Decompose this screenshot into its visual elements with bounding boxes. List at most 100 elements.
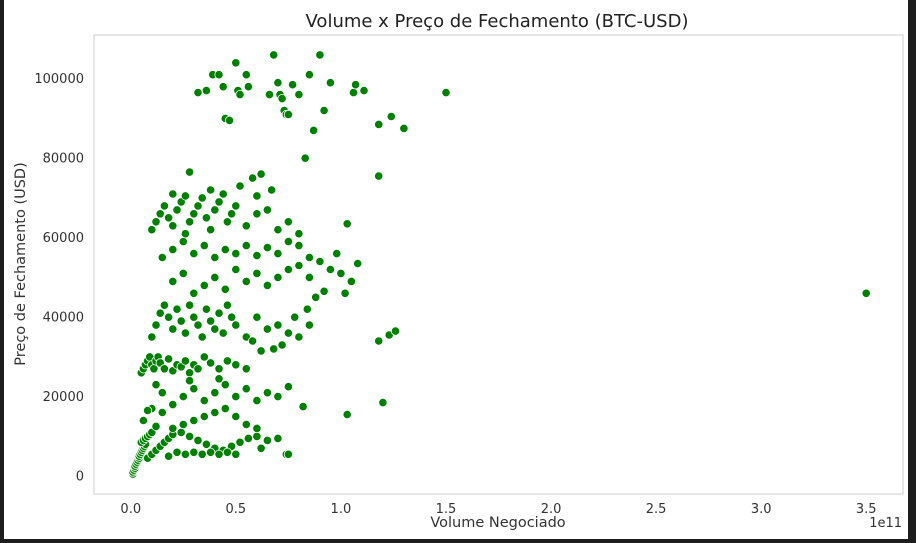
data-point [294,241,304,251]
data-point [164,451,174,461]
data-point [248,336,258,346]
data-point [315,50,325,60]
data-point [199,280,209,290]
data-point [210,272,220,282]
data-point [164,354,174,364]
data-point [300,153,310,163]
x-tick-label: 2.5 [646,502,667,517]
y-tick-label: 100000 [34,72,84,87]
data-point [241,241,251,251]
data-point [157,407,167,418]
data-point [269,50,279,60]
data-point [287,80,298,90]
data-point [197,449,207,459]
data-point [298,401,308,412]
data-point [248,173,258,183]
data-point [220,284,230,294]
data-point [210,407,220,418]
data-point [189,312,199,322]
data-point [241,384,251,394]
data-point [231,249,241,259]
y-tick-label: 20000 [43,390,84,405]
data-point [252,423,262,433]
data-point [189,447,199,457]
data-point [201,86,211,96]
data-point [386,111,396,122]
data-point [189,415,199,426]
data-point [241,70,251,80]
data-point [176,316,186,326]
data-point [273,249,283,259]
data-point [256,443,266,453]
data-point [157,252,167,263]
data-point [210,205,220,215]
data-point [390,326,401,336]
data-point [185,167,195,177]
data-point [235,181,245,191]
data-point [168,399,178,410]
data-point [201,213,211,223]
data-point [243,433,253,443]
data-point [231,58,241,68]
y-axis-ticks: 0 20000 40000 60000 80000 100000 [34,72,84,484]
data-point [189,209,199,219]
data-point [151,421,161,431]
data-point [294,332,304,342]
data-point [151,320,161,330]
data-point [178,391,188,402]
data-point [206,316,216,326]
data-point [224,115,235,126]
data-point [256,346,266,356]
data-point [231,411,241,422]
data-point [340,288,350,298]
data-point [197,193,207,203]
data-point [218,328,228,338]
data-point [185,376,195,386]
data-point [193,201,203,211]
data-point [294,229,304,239]
data-point [206,185,216,195]
data-point [264,90,275,100]
data-points [128,50,871,479]
data-point [304,70,314,80]
data-point [231,360,241,370]
x-tick-label: 3.0 [751,502,772,517]
data-point [185,431,195,441]
data-point [189,249,199,259]
data-point [277,94,287,104]
data-point [256,169,266,179]
data-point [283,264,293,275]
data-point [206,447,216,457]
data-point [283,449,293,459]
data-point [185,300,195,310]
data-point [308,125,319,135]
data-point [168,324,178,334]
data-point [294,260,304,271]
data-point [241,364,251,374]
data-point [350,80,361,90]
data-point [168,423,178,433]
data-point [235,90,245,100]
data-point [252,268,262,278]
data-point [325,264,335,275]
data-point [269,344,279,354]
data-point [193,364,203,374]
data-point [399,123,409,133]
data-point [222,356,232,366]
data-point [346,276,356,286]
data-point [220,380,230,390]
data-point [283,237,293,247]
data-point [214,70,224,80]
data-point [210,388,220,398]
data-point [311,292,321,302]
data-point [151,217,161,227]
data-point [241,221,251,231]
data-point [147,332,157,342]
data-point [199,241,209,251]
x-tick-label: 3.5 [856,502,877,517]
plot-area [93,34,904,495]
x-axis-label: Volume Negociado [430,515,565,531]
data-point [273,78,283,88]
data-point [222,300,232,310]
data-point [262,280,272,290]
